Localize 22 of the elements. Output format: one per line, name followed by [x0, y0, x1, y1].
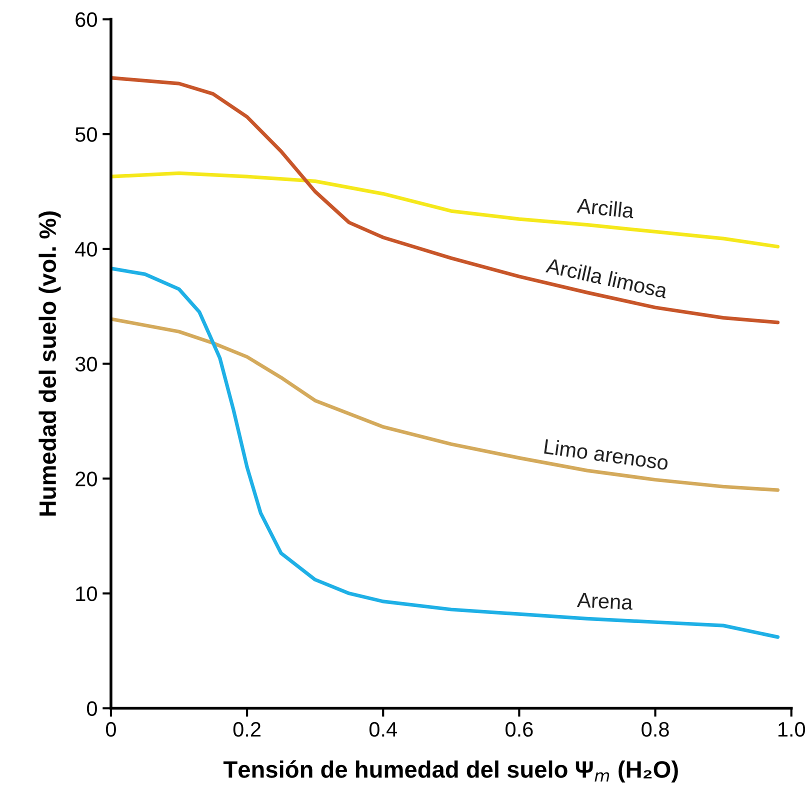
y-tick-label: 10: [76, 586, 97, 602]
line-series: [110, 76, 780, 324]
y-tick-label: 0: [87, 701, 97, 716]
text: Limo arenoso: [544, 438, 669, 470]
line-series: [110, 317, 780, 492]
y-axis-title: Humedad del suelo (vol. %): [38, 211, 61, 516]
text: Arcilla limosa: [545, 257, 668, 299]
series-label: Arena: [576, 592, 634, 610]
y-tick-label: 30: [75, 356, 97, 372]
text: Arcilla: [576, 197, 635, 218]
x-tick-label: 1.0: [778, 722, 806, 737]
line-series: [110, 171, 780, 248]
x-tick-label: 0.6: [506, 722, 533, 737]
y-tick-label: 20: [76, 472, 97, 486]
x-tick-label: 0.8: [642, 722, 669, 737]
x-tick-label: 0: [106, 722, 116, 737]
y-tick-label: 40: [75, 242, 97, 257]
x-axis-title: Tensión de humedad del suelo Ψ$_{m}$ (H₂O): [223, 760, 678, 783]
y-tick-label: 60: [76, 12, 97, 28]
y-tick-label: 50: [75, 127, 97, 142]
x-tick-label: 0.4: [369, 722, 397, 737]
x-tick-label: 0.2: [233, 722, 260, 737]
